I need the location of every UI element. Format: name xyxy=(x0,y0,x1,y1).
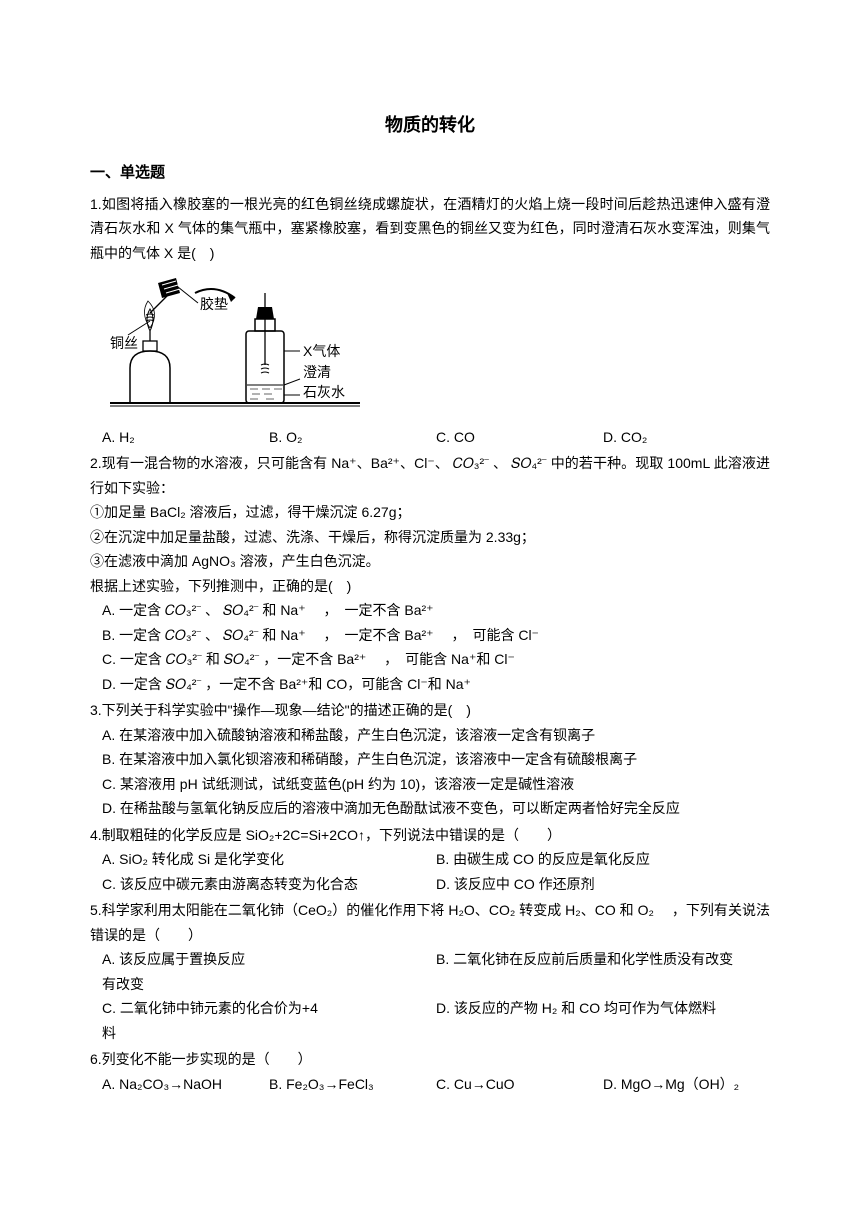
q4-opt-a: A. SiO₂ 转化成 Si 是化学变化 xyxy=(102,847,436,872)
q6-opt-b: B. Fe₂O₃→FeCl₃ xyxy=(269,1072,436,1097)
label-xgas: X气体 xyxy=(303,343,340,359)
q1-options: A. H₂ B. O₂ C. CO D. CO₂ xyxy=(90,425,770,450)
q2-stem: 2.现有一混合物的水溶液，只可能含有 Na⁺、Ba²⁺、Cl⁻、 𝐶𝑂₃²⁻ 、… xyxy=(90,451,770,500)
q2-opt-c: C. 一定含 𝐶𝑂₃²⁻ 和 𝑆𝑂₄²⁻ ，一定不含 Ba²⁺ ， 可能含 Na… xyxy=(102,647,770,672)
q2-options: A. 一定含 𝐶𝑂₃²⁻ 、 𝑆𝑂₄²⁻ 和 Na⁺ ， 一定不含 Ba²⁺ B… xyxy=(90,598,770,696)
q5-opt-b: B. 二氧化铈在反应前后质量和化学性质没有改变 xyxy=(436,947,770,972)
q2-opt-d: D. 一定含 𝑆𝑂₄²⁻ ，一定不含 Ba²⁺和 CO，可能含 Cl⁻和 Na⁺ xyxy=(102,672,770,697)
q4-opt-b: B. 由碳生成 CO 的反应是氧化反应 xyxy=(436,847,770,872)
q1-opt-c: C. CO xyxy=(436,425,603,450)
q1-figure: 胶垫 铜丝 X气体 澄清 石灰水 xyxy=(110,273,770,421)
q3-options: A. 在某溶液中加入硫酸钠溶液和稀盐酸，产生白色沉淀，该溶液一定含有钡离子 B.… xyxy=(90,723,770,821)
q2-opt-b: B. 一定含 𝐶𝑂₃²⁻ 、 𝑆𝑂₄²⁻ 和 Na⁺ ， 一定不含 Ba²⁺ ，… xyxy=(102,623,770,648)
label-stopper: 胶垫 xyxy=(200,296,228,312)
q5-stem: 5.科学家利用太阳能在二氧化铈（CeO₂）的催化作用下将 H₂O、CO₂ 转变成… xyxy=(90,898,770,947)
q4-opt-c: C. 该反应中碳元素由游离态转变为化合态 xyxy=(102,872,436,897)
q6-opt-a: A. Na₂CO₃→NaOH xyxy=(102,1072,269,1097)
q1-opt-d: D. CO₂ xyxy=(603,425,770,450)
q5-tail-d: 料 xyxy=(90,1021,770,1046)
label-clear: 澄清 xyxy=(303,364,331,380)
question-4: 4.制取粗硅的化学反应是 SiO₂+2C=Si+2CO↑，下列说法中错误的是（ … xyxy=(90,823,770,897)
question-1: 1.如图将插入橡胶塞的一根光亮的红色铜丝绕成螺旋状，在酒精灯的火焰上烧一段时间后… xyxy=(90,192,770,450)
question-2: 2.现有一混合物的水溶液，只可能含有 Na⁺、Ba²⁺、Cl⁻、 𝐶𝑂₃²⁻ 、… xyxy=(90,451,770,696)
question-6: 6.列变化不能一步实现的是（ ） A. Na₂CO₃→NaOH B. Fe₂O₃… xyxy=(90,1047,770,1096)
q5-options: A. 该反应属于置换反应 B. 二氧化铈在反应前后质量和化学性质没有改变 xyxy=(90,947,770,972)
q6-opt-d: D. MgO→Mg（OH）₂ xyxy=(603,1072,770,1097)
q3-opt-c: C. 某溶液用 pH 试纸测试，试纸变蓝色(pH 约为 10)，该溶液一定是碱性… xyxy=(102,772,770,797)
question-3: 3.下列关于科学实验中"操作—现象—结论"的描述正确的是( ) A. 在某溶液中… xyxy=(90,698,770,821)
q2-sub2: ②在沉淀中加足量盐酸，过滤、洗涤、干燥后，称得沉淀质量为 2.33g； xyxy=(90,525,770,550)
q1-opt-b: B. O₂ xyxy=(269,425,436,450)
q3-stem: 3.下列关于科学实验中"操作—现象—结论"的描述正确的是( ) xyxy=(90,698,770,723)
label-limewater: 石灰水 xyxy=(303,384,345,400)
q2-sub1: ①加足量 BaCl₂ 溶液后，过滤，得干燥沉淀 6.27g； xyxy=(90,500,770,525)
page-title: 物质的转化 xyxy=(90,110,770,142)
q4-stem: 4.制取粗硅的化学反应是 SiO₂+2C=Si+2CO↑，下列说法中错误的是（ … xyxy=(90,823,770,848)
q5-opt-d: D. 该反应的产物 H₂ 和 CO 均可作为气体燃料 xyxy=(436,996,770,1021)
q5-opt-a: A. 该反应属于置换反应 xyxy=(102,947,436,972)
section-heading: 一、单选题 xyxy=(90,160,770,186)
label-copper: 铜丝 xyxy=(110,335,138,351)
q2-sub3: ③在滤液中滴加 AgNO₃ 溶液，产生白色沉淀。 xyxy=(90,549,770,574)
q5-opt-c: C. 二氧化铈中铈元素的化合价为+4 xyxy=(102,996,436,1021)
q3-opt-b: B. 在某溶液中加入氯化钡溶液和稀硝酸，产生白色沉淀，该溶液中一定含有硫酸根离子 xyxy=(102,747,770,772)
q6-stem: 6.列变化不能一步实现的是（ ） xyxy=(90,1047,770,1072)
q1-stem: 1.如图将插入橡胶塞的一根光亮的红色铜丝绕成螺旋状，在酒精灯的火焰上烧一段时间后… xyxy=(90,192,770,266)
q4-opt-d: D. 该反应中 CO 作还原剂 xyxy=(436,872,770,897)
q3-opt-a: A. 在某溶液中加入硫酸钠溶液和稀盐酸，产生白色沉淀，该溶液一定含有钡离子 xyxy=(102,723,770,748)
q5-options-2: C. 二氧化铈中铈元素的化合价为+4 D. 该反应的产物 H₂ 和 CO 均可作… xyxy=(90,996,770,1021)
q5-tail-b: 有改变 xyxy=(90,972,770,997)
question-5: 5.科学家利用太阳能在二氧化铈（CeO₂）的催化作用下将 H₂O、CO₂ 转变成… xyxy=(90,898,770,1045)
q3-opt-d: D. 在稀盐酸与氢氧化钠反应后的溶液中滴加无色酚酞试液不变色，可以断定两者恰好完… xyxy=(102,796,770,821)
q6-options: A. Na₂CO₃→NaOH B. Fe₂O₃→FeCl₃ C. Cu→CuO … xyxy=(90,1072,770,1097)
q6-opt-c: C. Cu→CuO xyxy=(436,1072,603,1097)
q4-options: A. SiO₂ 转化成 Si 是化学变化 B. 由碳生成 CO 的反应是氧化反应… xyxy=(90,847,770,896)
q2-sub4: 根据上述实验，下列推测中，正确的是( ) xyxy=(90,574,770,599)
q2-opt-a: A. 一定含 𝐶𝑂₃²⁻ 、 𝑆𝑂₄²⁻ 和 Na⁺ ， 一定不含 Ba²⁺ xyxy=(102,598,770,623)
q1-opt-a: A. H₂ xyxy=(102,425,269,450)
